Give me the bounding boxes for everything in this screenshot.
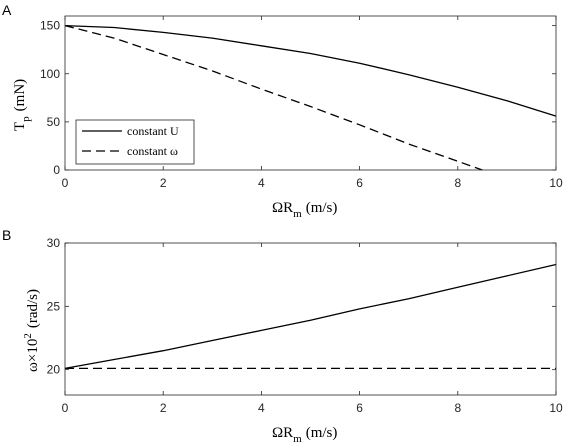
panel-a-y-tick-label-2: 100 xyxy=(40,67,60,81)
panel-b-letter: B xyxy=(2,227,11,243)
panel-a-x-tick-label-2: 4 xyxy=(258,176,265,190)
panel-b-y-tick-label-0: 20 xyxy=(47,363,61,377)
panel-a-x-tick-label-0: 0 xyxy=(62,176,69,190)
panel-b-x-tick-label-1: 2 xyxy=(160,401,167,415)
panel-a-x-tick-label-5: 10 xyxy=(549,176,563,190)
panel-b-y-tick-label-2: 30 xyxy=(47,236,61,250)
panel-a-x-axis-label-main: ΩR xyxy=(272,200,293,216)
panel-b-y-axis-label-sup: 2 xyxy=(22,333,34,339)
panel-b-x-tick-label-3: 6 xyxy=(356,401,363,415)
panel-b-x-axis-label-main: ΩR xyxy=(272,425,293,441)
legend-box xyxy=(75,119,195,165)
panel-b-ticks: 0 2 4 6 8 10 20 25 30 xyxy=(47,236,563,415)
panel-a-y-tick-label-1: 50 xyxy=(47,115,61,129)
panel-b-x-tick-label-2: 4 xyxy=(258,401,265,415)
panel-b-x-axis-label-unit: (m/s) xyxy=(306,425,338,441)
panel-b-x-axis-label-sub: m xyxy=(293,433,302,444)
panel-b-y-axis-label: ω×102 (rad/s) xyxy=(22,289,41,372)
panel-a-y-axis-label: Tp (mN) xyxy=(12,79,32,131)
legend-constant-u: constant U xyxy=(127,124,179,138)
panel-a-x-tick-label-1: 2 xyxy=(160,176,167,190)
panel-b-curves xyxy=(64,263,557,370)
panel-b-axes-box xyxy=(64,242,557,396)
panel-b-series-solid-line xyxy=(64,263,557,370)
panel-a-y-tick-label-3: 150 xyxy=(40,19,60,33)
panel-a-series-dashed-line xyxy=(64,24,483,171)
panel-a-x-tick-label-4: 8 xyxy=(454,176,461,190)
legend-constant-omega: constant ω xyxy=(127,144,178,158)
panel-b-y-tick-label-1: 25 xyxy=(47,299,61,313)
panel-a-legend: constant U constant ω xyxy=(75,119,195,165)
panel-a-x-axis-label-unit: (m/s) xyxy=(306,200,338,216)
panel-a-curves xyxy=(64,24,557,171)
panel-a-x-axis-label-sub: m xyxy=(293,208,302,220)
panel-a-y-axis-label-main: T xyxy=(12,122,28,131)
panel-a-y-axis-label-unit: (mN) xyxy=(12,79,28,112)
panel-b-x-axis-label: ΩRm (m/s) xyxy=(272,425,337,444)
panel-a-y-tick-label-0: 0 xyxy=(53,163,60,177)
panel-b-x-tick-label-5: 10 xyxy=(549,401,563,415)
panel-b-y-axis-label-unit: (rad/s) xyxy=(25,289,41,328)
panel-a-axes-box xyxy=(64,15,557,171)
panel-b-x-tick-label-4: 8 xyxy=(454,401,461,415)
panel-b-y-axis-label-main: ω×10 xyxy=(25,339,41,372)
panel-a-x-axis-label: ΩRm (m/s) xyxy=(272,200,337,220)
panel-a-x-tick-label-3: 6 xyxy=(356,176,363,190)
panel-a-letter: A xyxy=(2,2,12,18)
panel-a-series-solid-line xyxy=(64,24,557,117)
panel-a-y-axis-label-sub: p xyxy=(20,116,32,122)
panel-b-x-tick-label-0: 0 xyxy=(62,401,69,415)
